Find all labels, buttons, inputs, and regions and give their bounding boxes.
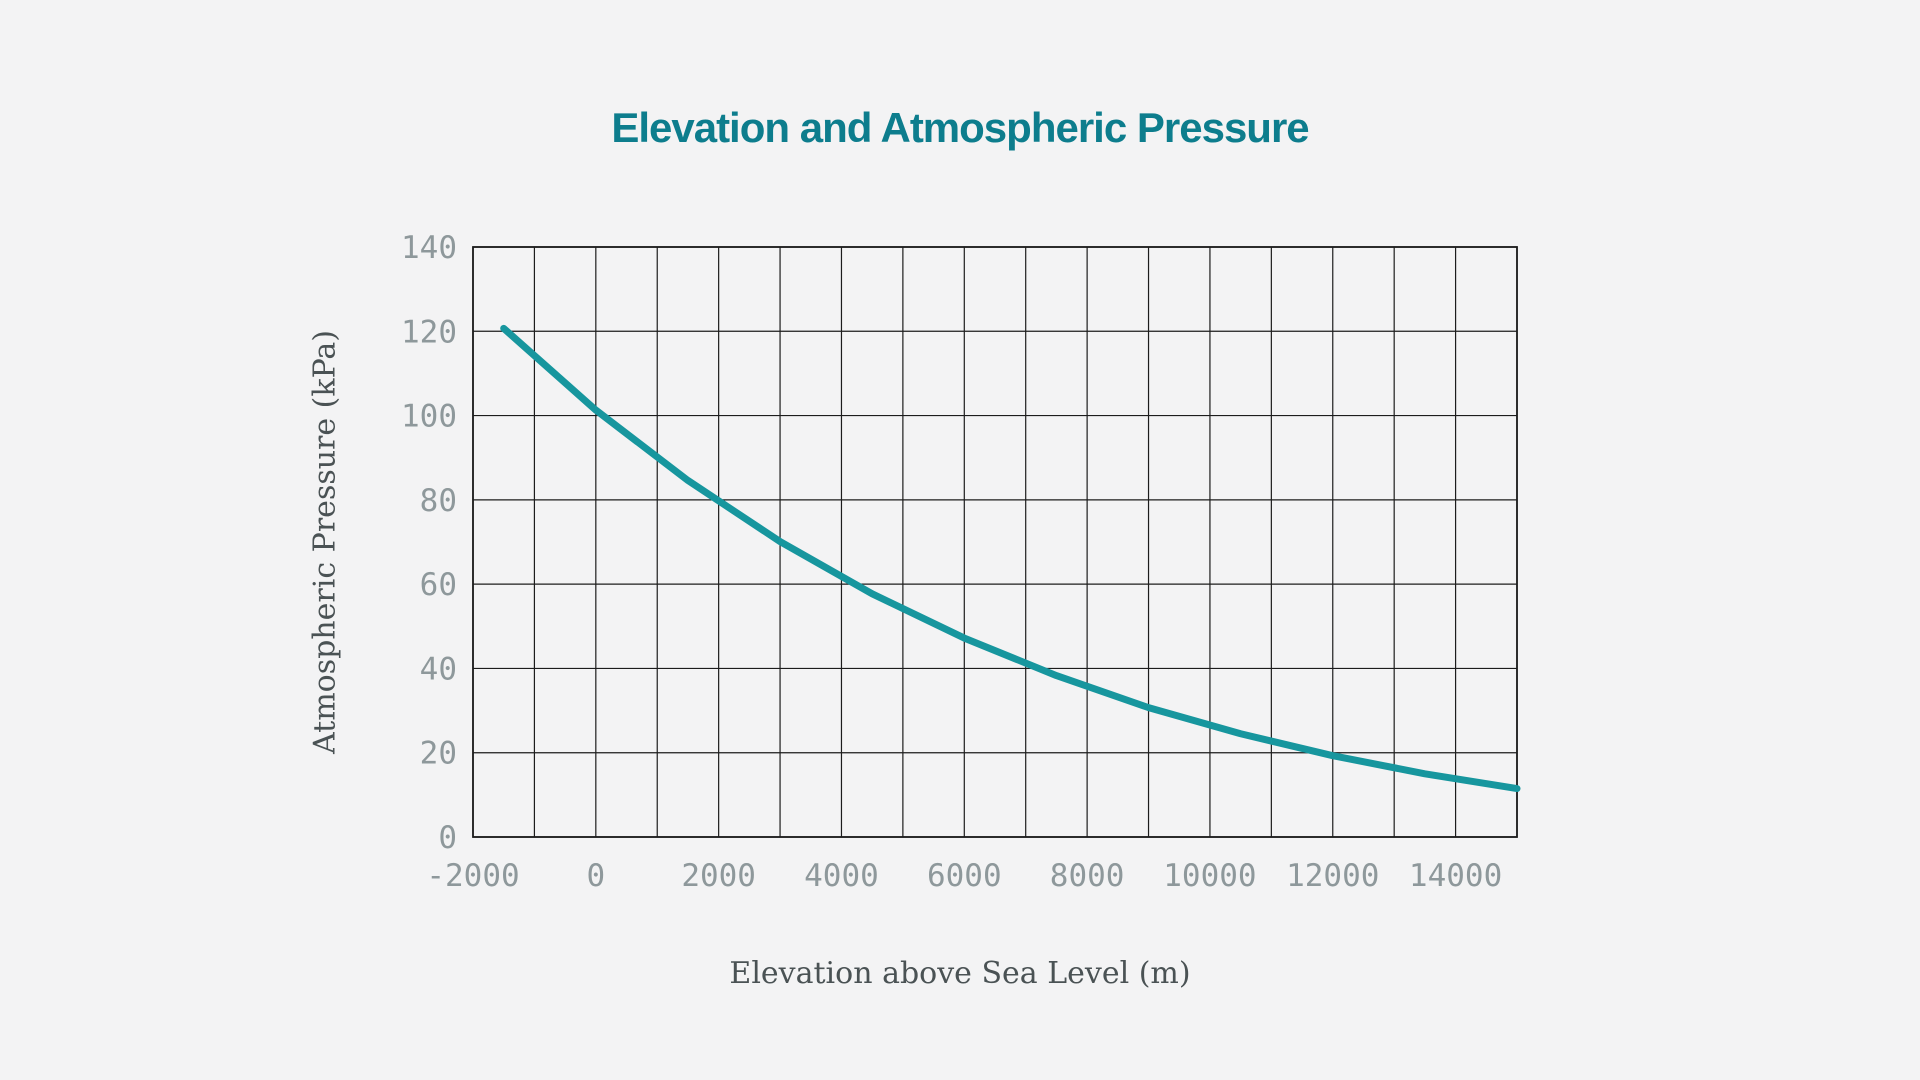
pressure-curve (500, 324, 1521, 793)
y-tick-label: 40 (420, 651, 457, 687)
y-tick-label: 60 (420, 567, 457, 603)
x-tick-label: 14000 (1409, 858, 1502, 894)
x-tick-label: 8000 (1050, 858, 1125, 894)
x-tick-label: 10000 (1163, 858, 1256, 894)
x-tick-label: -2000 (426, 858, 519, 894)
plot-border (472, 246, 1518, 838)
y-tick-label: 20 (420, 736, 457, 772)
y-tick-label: 120 (401, 314, 457, 350)
x-tick-label: 12000 (1286, 858, 1379, 894)
y-tick-label: 140 (401, 230, 457, 266)
y-tick-label: 100 (401, 399, 457, 435)
x-tick-label: 2000 (681, 858, 756, 894)
y-tick-label: 80 (420, 483, 457, 519)
x-tick-label: 6000 (927, 858, 1002, 894)
y-tick-label: 0 (438, 820, 457, 856)
x-tick-label: 0 (586, 858, 605, 894)
x-axis-label: Elevation above Sea Level (m) (729, 956, 1191, 991)
chart-title: Elevation and Atmospheric Pressure (611, 104, 1309, 151)
x-tick-label: 4000 (804, 858, 879, 894)
